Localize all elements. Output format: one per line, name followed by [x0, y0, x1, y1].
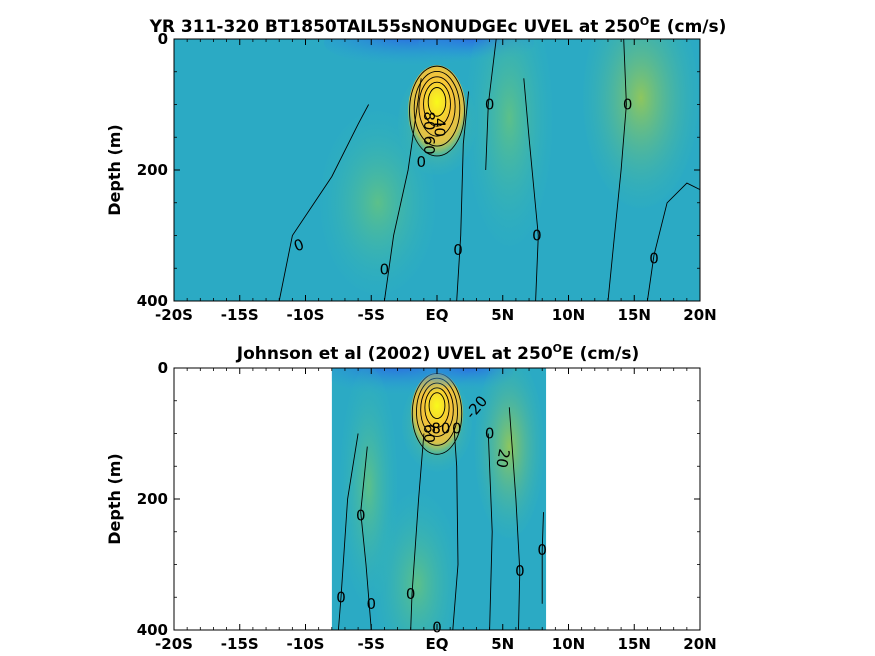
contour-line — [418, 76, 456, 137]
x-tick-label: -20S — [155, 306, 193, 324]
zero-contour — [452, 428, 459, 630]
contour-line — [409, 65, 465, 157]
zero-contour — [278, 104, 369, 301]
chart-panel-observed: Johnson et al (2002) UVEL at 250OE (cm/s… — [105, 342, 717, 653]
y-tick-label: 400 — [137, 621, 168, 639]
chart-title: YR 311-320 BT1850TAIL55sNONUDGEc UVEL at… — [149, 15, 727, 37]
y-tick-label: 400 — [137, 292, 168, 310]
chart-panel-model: YR 311-320 BT1850TAIL55sNONUDGEc UVEL at… — [105, 15, 727, 324]
contour-label: 0 — [406, 585, 416, 603]
x-tick-label: EQ — [426, 306, 449, 324]
contour-line — [427, 87, 447, 117]
contour-label: 0 — [416, 153, 426, 171]
contour-label: 0 — [485, 96, 495, 114]
data-field — [331, 368, 547, 630]
zero-contour — [360, 446, 372, 630]
y-tick-label: 200 — [137, 161, 168, 179]
y-tick-label: 200 — [137, 490, 168, 508]
zero-contour — [337, 433, 359, 630]
positive-current — [474, 368, 545, 539]
contour-label: 0 — [453, 241, 463, 259]
contour-label: 80 — [420, 111, 438, 130]
data-field — [174, 39, 700, 301]
contour-label: 0 — [366, 595, 376, 613]
contour-label: 0 — [537, 541, 547, 559]
zero-contour — [607, 39, 627, 301]
contour-label: 0 — [485, 425, 495, 443]
positive-current — [582, 39, 699, 208]
y-axis-label: Depth (m) — [105, 124, 124, 216]
zero-contour — [508, 407, 521, 630]
zero-contour — [646, 182, 700, 301]
contour-label: 40 — [431, 118, 449, 137]
x-tick-label: -10S — [287, 635, 325, 653]
x-tick-label: -15S — [221, 306, 259, 324]
zero-contour — [383, 78, 422, 301]
x-tick-label: 5N — [491, 635, 514, 653]
contour-label: 80 — [431, 419, 450, 437]
contour-label: 0 — [532, 227, 542, 245]
x-tick-label: -15S — [221, 635, 259, 653]
contour-label: 0 — [356, 506, 366, 524]
x-tick-label: 15N — [618, 306, 651, 324]
contour-label: 0 — [380, 261, 390, 279]
contour-line — [428, 392, 446, 419]
zero-contour — [523, 78, 539, 301]
y-axis-label: Depth (m) — [105, 453, 124, 545]
x-tick-label: 15N — [618, 635, 651, 653]
x-tick-label: -20S — [155, 635, 193, 653]
zero-contour — [487, 433, 493, 630]
y-tick-label: 0 — [158, 30, 168, 48]
contour-label: 20 — [492, 447, 513, 469]
x-tick-label: -5S — [358, 306, 385, 324]
x-tick-label: 20N — [683, 635, 716, 653]
contour-label: 0 — [336, 588, 346, 606]
contour-label: 0 — [452, 419, 462, 437]
contour-label: 0 — [623, 96, 633, 114]
x-tick-label: 10N — [552, 306, 585, 324]
zero-contour — [541, 512, 544, 604]
x-tick-label: 5N — [491, 306, 514, 324]
zero-contour — [410, 433, 425, 630]
x-tick-label: -10S — [287, 306, 325, 324]
x-tick-label: 10N — [552, 635, 585, 653]
contour-label: 60 — [420, 136, 438, 155]
contour-label: 0 — [649, 249, 659, 267]
y-tick-label: 0 — [158, 359, 168, 377]
x-tick-label: EQ — [426, 635, 449, 653]
contour-line — [413, 71, 461, 147]
positive-current — [373, 492, 461, 630]
zero-contour — [456, 91, 470, 301]
positive-current — [465, 39, 553, 246]
zero-contour — [485, 39, 497, 171]
contour-label: 0 — [515, 562, 525, 580]
contour-label: 60 — [420, 424, 438, 443]
chart-title: Johnson et al (2002) UVEL at 250OE (cm/s… — [236, 342, 639, 364]
contour-line — [423, 81, 451, 127]
x-tick-label: -5S — [358, 635, 385, 653]
x-tick-label: 20N — [683, 306, 716, 324]
positive-current — [319, 111, 436, 295]
